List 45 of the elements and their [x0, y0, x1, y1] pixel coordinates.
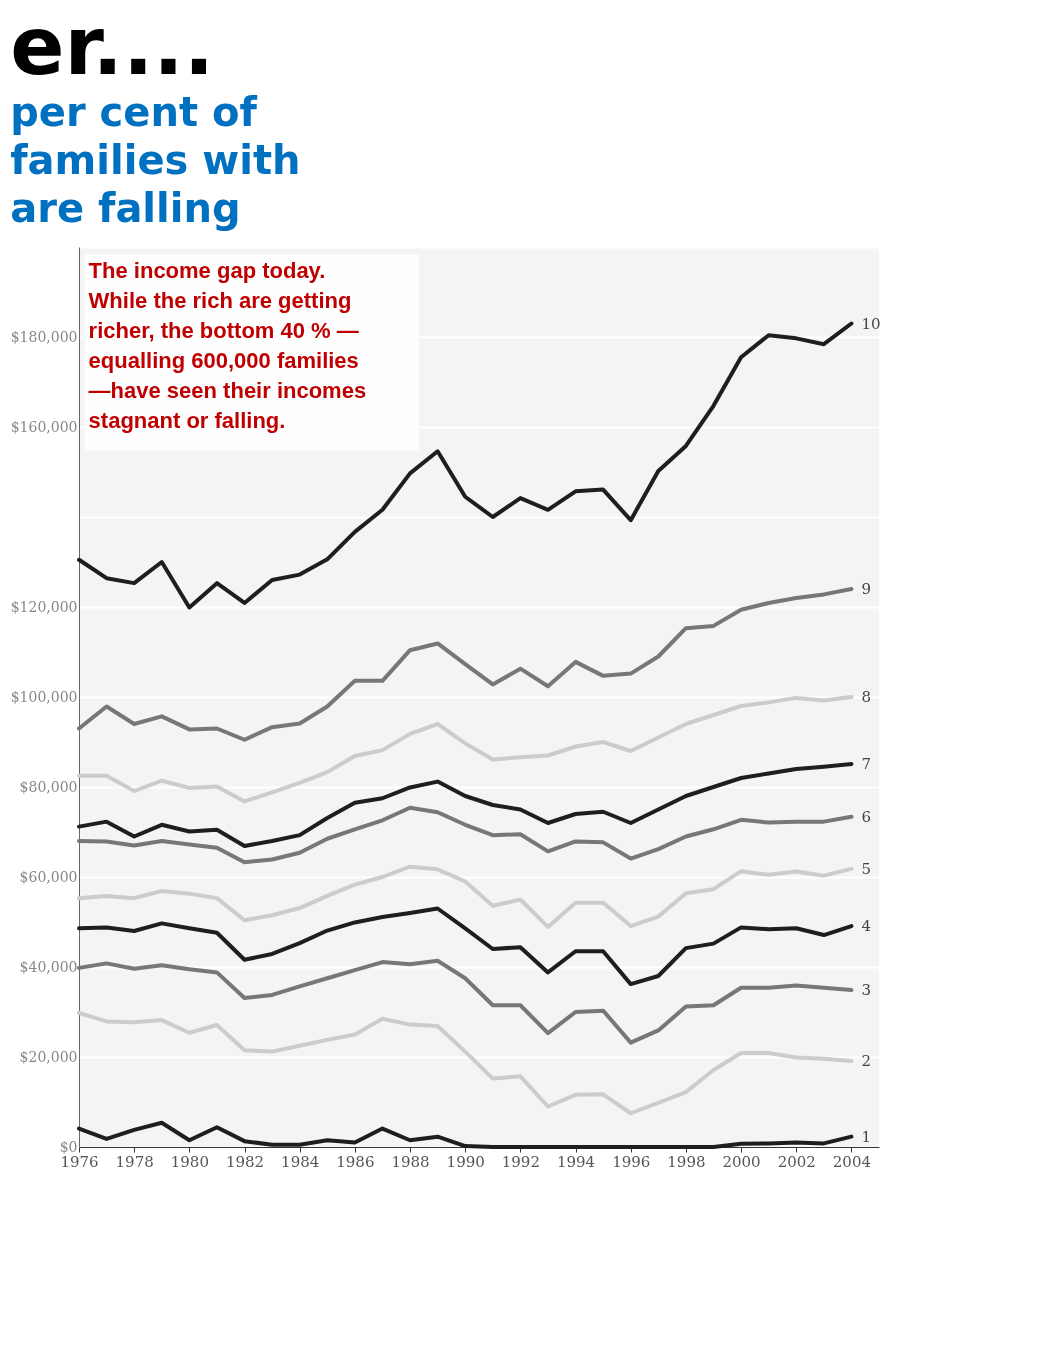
annotation: The income gap today. While the rich are getting richer, the bottom 40 % — equalling 600,000 families —have seen their incomes stagnant or falling.: [88, 257, 367, 433]
y-tick-label: $160,000: [10, 418, 78, 435]
x-tick-label: 1986: [336, 1152, 375, 1171]
series-label: 1: [861, 1127, 871, 1146]
line-series: [77, 321, 854, 610]
line-series: [77, 864, 854, 929]
line-series: [77, 1120, 854, 1149]
line-series: [77, 587, 854, 742]
series-label: 7: [861, 755, 871, 774]
x-tick-label: 1994: [556, 1152, 596, 1171]
series-label: 9: [861, 580, 871, 598]
y-tick-label: $0: [59, 1138, 78, 1155]
x-tick-label: 1976: [60, 1152, 99, 1171]
x-tick-label: 2000: [722, 1152, 761, 1171]
y-tick-label: $40,000: [19, 958, 78, 975]
line-series: [77, 762, 854, 848]
x-tick-label: 1980: [170, 1152, 209, 1171]
y-tick-label: $60,000: [19, 868, 78, 885]
x-tick-label: 1990: [446, 1152, 485, 1171]
line-series: [77, 1010, 854, 1116]
line-series: [77, 906, 854, 987]
x-tick-label: 1982: [225, 1152, 265, 1171]
series-label: 4: [861, 917, 871, 936]
series-label: 8: [861, 688, 871, 706]
series-label: 10: [861, 314, 881, 333]
x-tick-label: 2002: [777, 1152, 816, 1171]
line-series: [77, 805, 854, 865]
x-tick-label: 2004: [832, 1152, 872, 1171]
series-label: 5: [861, 859, 871, 878]
series-label: 2: [861, 1052, 871, 1071]
x-tick-label: 1992: [501, 1152, 540, 1171]
line-series: [77, 958, 854, 1045]
x-tick-label: 1978: [115, 1152, 154, 1171]
y-tick-label: $20,000: [19, 1048, 78, 1065]
y-tick-label: $100,000: [10, 688, 78, 705]
x-tick-label: 1984: [281, 1152, 320, 1171]
series-label: 3: [861, 980, 871, 999]
y-tick-label: $180,000: [10, 328, 78, 345]
series-label: 6: [861, 807, 871, 826]
y-tick-label: $120,000: [10, 598, 78, 615]
x-tick-label: 1996: [612, 1152, 651, 1171]
y-tick-label: $80,000: [19, 778, 78, 795]
x-tick-label: 1998: [667, 1152, 706, 1171]
x-tick-label: 1988: [391, 1152, 430, 1171]
line-series: [77, 695, 854, 804]
